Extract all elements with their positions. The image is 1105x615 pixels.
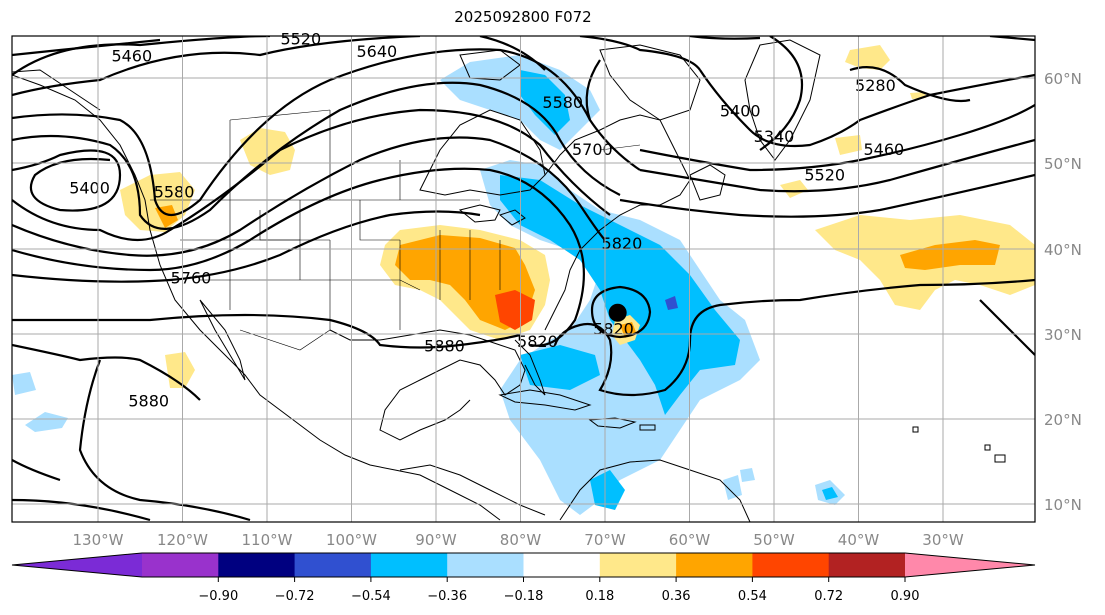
lon-tick-label: 100°W [326,531,377,549]
colorbar-outline [11,552,1036,578]
colorbar-segment [599,553,677,577]
contour-label: 5520 [804,165,845,184]
map-title: 2025092800 F072 [454,8,592,26]
contour-label: 5580 [154,183,195,202]
height-contours [12,36,1035,522]
colorbar-tick-label: 0.36 [662,589,691,604]
contour-label: 5280 [855,76,896,95]
lat-tick-label: 30°N [1044,326,1082,344]
colorbar-tick-label: −0.54 [351,589,391,604]
coastlines [12,39,1006,522]
lat-tick-label: 60°N [1044,70,1082,88]
colorbar-segment [370,553,448,577]
colorbar-tick-label: −0.72 [275,589,315,604]
lon-tick-label: 80°W [500,531,542,549]
contour-label: 5880 [424,336,465,355]
lat-tick-label: 50°N [1044,155,1082,173]
colorbar-extend-max [905,553,1035,577]
colorbar-tick-label: −0.18 [504,589,544,604]
lat-tick-label: 40°N [1044,241,1082,259]
colorbar-tick-label: −0.90 [198,589,238,604]
contour-label: 5820 [593,319,634,338]
contour-label: 5400 [69,178,110,197]
colorbar-tick-label: 0.90 [891,589,920,604]
lon-tick-label: 40°W [838,531,880,549]
colorbar-tick-label: −0.36 [427,589,467,604]
colorbar-segment [828,553,906,577]
longitude-tick-labels: 130°W 120°W 110°W 100°W 90°W 80°W 70°W 60°W 50°W… [73,531,964,549]
contour-label: 5460 [863,140,904,159]
lon-tick-label: 110°W [242,531,293,549]
colorbar-segment [523,553,601,577]
lat-lon-grid [12,36,1035,522]
colorbar-extend-min [12,553,142,577]
contour-label: 5460 [111,46,152,65]
lon-tick-label: 60°W [669,531,711,549]
contour-label: 5520 [280,29,321,48]
colorbar-segment [294,553,372,577]
contour-label: 5580 [542,93,583,112]
lon-tick-label: 30°W [922,531,964,549]
contour-labels: 5460 5640 5520 5400 5580 5760 5880 5880 5820 5580… [69,29,904,410]
colorbar [11,552,1036,578]
storm-center-marker [608,303,627,322]
lon-tick-label: 90°W [415,531,457,549]
lon-tick-label: 70°W [584,531,626,549]
contour-label: 5820 [602,234,643,253]
latitude-tick-labels: 60°N 50°N 40°N 30°N 20°N 10°N [1044,70,1082,514]
lon-tick-label: 130°W [73,531,124,549]
contour-label: 5760 [171,268,212,287]
colorbar-tick-label: 0.54 [738,589,767,604]
contour-label: 5700 [572,140,613,159]
colorbar-labels: −0.90 −0.72 −0.54 −0.36 −0.18 0.18 0.36 0.54 0.7… [198,577,919,604]
political-borders [150,109,641,351]
colorbar-segment [447,553,524,577]
contour-label: 5880 [128,392,169,411]
colorbar-segment [142,553,219,577]
lat-tick-label: 20°N [1044,411,1082,429]
colorbar-segment [752,553,830,577]
colorbar-tick-label: 0.72 [814,589,843,604]
contour-label: 5640 [356,42,397,61]
lon-tick-label: 50°W [753,531,795,549]
colorbar-segment [218,553,296,577]
lat-tick-label: 10°N [1044,496,1082,514]
contour-label: 5820 [517,332,558,351]
colorbar-segment [676,553,753,577]
lon-tick-label: 120°W [157,531,208,549]
colorbar-tick-label: 0.18 [585,589,614,604]
map-frame [11,35,1036,523]
contour-label: 5400 [720,102,761,121]
